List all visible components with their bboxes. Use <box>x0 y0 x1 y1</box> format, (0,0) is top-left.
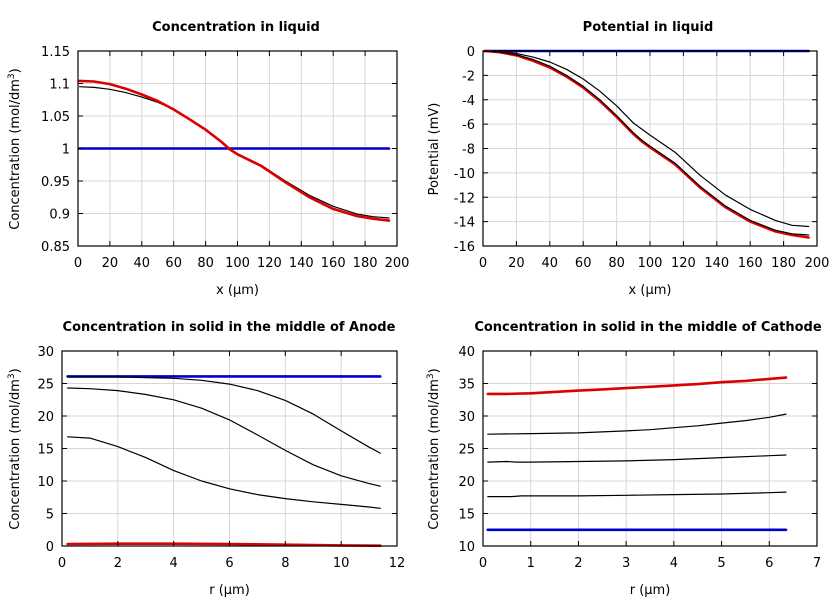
chart-1-ytick-label-4: 1.05 <box>41 110 70 125</box>
chart-3-ytick-label-3: 15 <box>37 443 54 458</box>
chart-2-ylabel: Potential (mV) <box>427 103 442 196</box>
chart-2-series-4 <box>484 50 810 236</box>
chart-2: 0 20 40 60 80 100 120 140 160 180 200 -16 -14 -12 -10 -… <box>427 20 829 298</box>
chart-1-xtick-label-9: 180 <box>353 256 378 271</box>
chart-3-ylabel: Concentration (mol/dm3) <box>7 368 23 530</box>
chart-3-xtick-label-6: 12 <box>389 556 406 571</box>
chart-3-xtick-label-5: 10 <box>333 556 350 571</box>
chart-4-xtick-label-6: 6 <box>765 556 773 571</box>
chart-3-xtick-label-1: 2 <box>114 556 122 571</box>
chart-2-title: Potential in liquid <box>583 20 714 35</box>
chart-3-title: Concentration in solid in the middle of … <box>63 320 396 335</box>
chart-4-ytick-label-3: 25 <box>458 443 475 458</box>
chart-2-ytick-label-4: -8 <box>462 143 475 158</box>
chart-2-xtick-label-7: 140 <box>704 256 729 271</box>
chart-4-ytick-label-2: 20 <box>458 475 475 490</box>
chart-2-ytick-label-7: -2 <box>462 69 475 84</box>
chart-4-xtick-label-1: 1 <box>527 556 535 571</box>
chart-4-ylabel: Concentration (mol/dm3) <box>426 368 442 530</box>
chart-2-ytick-label-3: -10 <box>454 167 475 182</box>
chart-1-xtick-label-7: 140 <box>289 256 314 271</box>
chart-3-xtick-label-3: 6 <box>225 556 233 571</box>
chart-1-xtick-label-5: 100 <box>225 256 250 271</box>
chart-4-ytick-label-0: 10 <box>458 540 475 555</box>
chart-1-ytick-label-6: 1.15 <box>41 45 70 60</box>
chart-4-xtick-label-0: 0 <box>479 556 487 571</box>
chart-1-ytick-label-3: 1 <box>62 143 70 158</box>
chart-3-ytick-label-0: 0 <box>46 540 54 555</box>
chart-2-xlabel: x (μm) <box>629 283 672 298</box>
chart-3-ytick-label-6: 30 <box>37 345 54 360</box>
chart-1-series-3 <box>78 79 391 222</box>
chart-4-xtick-label-7: 7 <box>813 556 821 571</box>
chart-1-xtick-label-4: 80 <box>197 256 214 271</box>
chart-3-ytick-label-2: 10 <box>37 475 54 490</box>
chart-2-ytick-label-5: -6 <box>462 118 475 133</box>
chart-2-ytick-label-6: -4 <box>462 94 475 109</box>
chart-4-ytick-label-5: 35 <box>458 378 475 393</box>
chart-2-xtick-label-3: 60 <box>575 256 592 271</box>
chart-2-xtick-label-6: 120 <box>671 256 696 271</box>
chart-4-xtick-label-3: 3 <box>622 556 630 571</box>
chart-4-xtick-label-4: 4 <box>670 556 678 571</box>
chart-1-title: Concentration in liquid <box>152 20 320 35</box>
chart-2-xtick-label-1: 20 <box>508 256 525 271</box>
chart-1-ytick-label-0: 0.85 <box>41 240 70 255</box>
chart-1: 0 20 40 60 80 100 120 140 160 180 200 0.85 0.9 0.95 1 1… <box>7 20 409 298</box>
chart-4-series-3 <box>487 454 787 463</box>
chart-3-series-4 <box>66 436 381 509</box>
chart-1-xtick-label-3: 60 <box>165 256 182 271</box>
chart-1-ytick-label-2: 0.95 <box>41 175 70 190</box>
chart-3-xlabel: r (μm) <box>209 583 250 598</box>
chart-2-ytick-label-8: 0 <box>467 45 475 60</box>
chart-3-ytick-label-5: 25 <box>37 378 54 393</box>
chart-1-ytick-label-5: 1.1 <box>49 78 70 93</box>
chart-1-xtick-label-0: 0 <box>74 256 82 271</box>
chart-2-ytick-label-0: -16 <box>454 240 475 255</box>
chart-4-xtick-label-5: 5 <box>717 556 725 571</box>
chart-1-xtick-label-1: 20 <box>102 256 119 271</box>
chart-4-series-1 <box>486 376 788 396</box>
chart-4-ytick-label-1: 15 <box>458 508 475 523</box>
chart-4-xlabel: r (μm) <box>630 583 671 598</box>
chart-3-ytick-label-4: 20 <box>37 410 54 425</box>
chart-3-xtick-label-0: 0 <box>58 556 66 571</box>
chart-4-ytick-label-4: 30 <box>458 410 475 425</box>
chart-1-xlabel: x (μm) <box>216 283 259 298</box>
chart-2-xtick-label-2: 40 <box>542 256 559 271</box>
chart-4-title: Concentration in solid in the middle of … <box>474 320 822 335</box>
chart-1-xtick-label-10: 200 <box>385 256 410 271</box>
chart-3-ytick-label-1: 5 <box>46 508 54 523</box>
chart-2-xtick-label-8: 160 <box>738 256 763 271</box>
chart-2-series-2 <box>484 50 810 228</box>
chart-3-series-3 <box>66 387 381 487</box>
chart-3: 0 2 4 6 8 10 12 0 5 10 15 20 25 30 Concentration in so… <box>7 320 405 598</box>
chart-1-xtick-label-6: 120 <box>257 256 282 271</box>
chart-2-ytick-label-1: -14 <box>454 216 475 231</box>
chart-3-series-2 <box>66 376 381 454</box>
chart-4-ytick-label-6: 40 <box>458 345 475 360</box>
chart-4-series-2 <box>487 413 787 435</box>
chart-4-xtick-label-2: 2 <box>574 556 582 571</box>
chart-1-ytick-label-1: 0.9 <box>49 208 70 223</box>
chart-4: 0 1 2 3 4 5 6 7 10 15 20 25 30 35 40 Concentration in s… <box>426 320 822 598</box>
chart-2-xtick-label-5: 100 <box>638 256 663 271</box>
chart-1-xtick-label-2: 40 <box>134 256 151 271</box>
chart-3-xtick-label-2: 4 <box>170 556 178 571</box>
chart-4-series-4 <box>487 491 787 498</box>
chart-3-xtick-label-4: 8 <box>281 556 289 571</box>
chart-2-xtick-label-10: 200 <box>805 256 830 271</box>
chart-1-xtick-label-8: 160 <box>321 256 346 271</box>
chart-2-series-3 <box>483 49 810 239</box>
chart-2-xtick-label-4: 80 <box>608 256 625 271</box>
chart-2-xtick-label-0: 0 <box>479 256 487 271</box>
chart-2-ytick-label-2: -12 <box>454 191 475 206</box>
chart-1-ylabel: Concentration (mol/dm3) <box>7 68 23 230</box>
chart-2-xtick-label-9: 180 <box>771 256 796 271</box>
